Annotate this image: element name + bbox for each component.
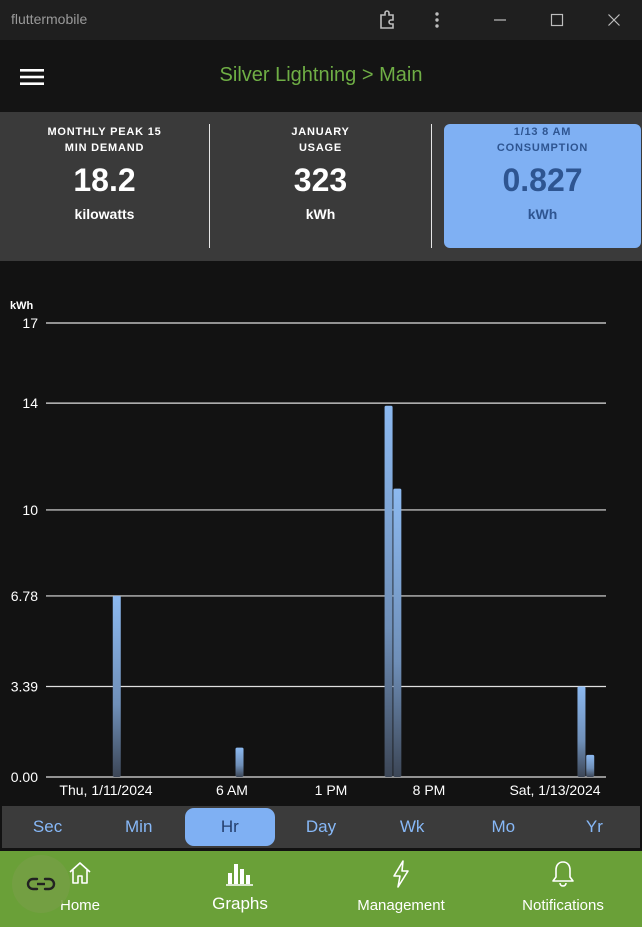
x-tick-label: Sat, 1/13/2024 (509, 782, 600, 798)
range-tab-sec[interactable]: Sec (32, 817, 63, 836)
range-tab-mo[interactable]: Mo (491, 817, 516, 836)
bell-icon (552, 861, 574, 887)
x-tick-label: 6 AM (216, 782, 248, 798)
consumption-label-2: CONSUMPTION (496, 142, 589, 154)
link-icon (26, 877, 56, 891)
monthly-usage-card[interactable]: JANUARY USAGE 323 kWh (210, 124, 431, 248)
y-tick-label: 10 (22, 502, 38, 518)
y-tick-label: 3.39 (11, 678, 38, 694)
range-tab-min[interactable]: Min (125, 817, 153, 836)
monthly-usage-value: 323 (293, 162, 348, 198)
consumption-value: 0.827 (502, 162, 583, 198)
y-axis-label: kWh (10, 300, 34, 312)
bottom-navigation: Home Graphs Management Notifications (0, 851, 642, 927)
nav-home-label: Home (59, 897, 100, 914)
chart-bar[interactable] (586, 754, 595, 777)
chart-bar[interactable] (393, 488, 402, 777)
app-bar: Silver Lightning > Main (0, 40, 642, 112)
peak-demand-unit: kilowatts (74, 206, 135, 222)
lightning-icon (393, 860, 409, 888)
y-tick-label: 0.00 (11, 769, 38, 785)
range-tab-yr[interactable]: Yr (585, 817, 603, 836)
consumption-unit: kWh (527, 206, 558, 222)
bar-chart-icon (226, 864, 253, 886)
monthly-usage-unit: kWh (305, 206, 336, 222)
nav-graphs-label: Graphs (212, 894, 268, 913)
nav-management[interactable]: Management (346, 851, 456, 927)
nav-management-label: Management (357, 897, 445, 914)
window-titlebar: fluttermobile (0, 0, 642, 40)
chart-bar[interactable] (235, 747, 244, 777)
y-tick-label: 14 (22, 395, 38, 411)
nav-graphs[interactable]: Graphs (196, 851, 284, 927)
extension-icon[interactable] (372, 6, 402, 34)
x-tick-label: 8 PM (413, 782, 446, 798)
chart-bar[interactable] (112, 595, 121, 777)
connection-fab[interactable] (12, 855, 70, 913)
page-title: Silver Lightning > Main (219, 64, 423, 86)
summary-divider (431, 124, 432, 248)
summary-panel: MONTHLY PEAK 15 MIN DEMAND 18.2 kilowatt… (0, 112, 642, 261)
range-tab-wk[interactable]: Wk (399, 817, 425, 836)
x-tick-label: 1 PM (315, 782, 348, 798)
x-tick-label: Thu, 1/11/2024 (59, 782, 152, 798)
range-tab-hr[interactable]: Hr (184, 808, 275, 846)
usage-chart-svg: kWh 17 14 10 6.78 3.39 0.00 Thu, 1/11/2024 6 A… (10, 300, 606, 798)
chart-bar[interactable] (384, 405, 393, 777)
maximize-icon[interactable] (542, 6, 572, 34)
window-title: fluttermobile (11, 11, 88, 27)
more-options-icon[interactable] (422, 6, 452, 34)
monthly-usage-label-2: USAGE (298, 142, 343, 154)
chart-bar[interactable] (577, 686, 586, 777)
hourly-consumption-card[interactable]: 1/13 8 AM CONSUMPTION 0.827 kWh (444, 124, 641, 248)
monthly-usage-label-1: JANUARY (291, 126, 350, 138)
peak-demand-card[interactable]: MONTHLY PEAK 15 MIN DEMAND 18.2 kilowatt… (0, 124, 209, 248)
nav-home[interactable]: Home (40, 851, 120, 927)
y-tick-label: 17 (22, 315, 38, 331)
time-range-selector: Sec Min Hr Day Wk Mo Yr (2, 806, 640, 848)
usage-chart[interactable]: kWh 17 14 10 6.78 3.39 0.00 Thu, 1/11/2024 6 A… (0, 262, 642, 806)
nav-notifications-label: Notifications (522, 897, 604, 914)
consumption-label-1: 1/13 8 AM (513, 126, 572, 138)
y-tick-label: 6.78 (11, 588, 38, 604)
peak-demand-label-2: MIN DEMAND (64, 142, 145, 154)
close-icon[interactable] (599, 6, 629, 34)
nav-notifications[interactable]: Notifications (510, 851, 616, 927)
peak-demand-label-1: MONTHLY PEAK 15 (47, 126, 162, 138)
hamburger-menu-icon[interactable] (14, 62, 50, 92)
range-tab-day[interactable]: Day (305, 817, 337, 836)
minimize-icon[interactable] (485, 6, 515, 34)
summary-divider (209, 124, 210, 248)
home-icon (69, 862, 91, 884)
peak-demand-value: 18.2 (73, 162, 136, 198)
